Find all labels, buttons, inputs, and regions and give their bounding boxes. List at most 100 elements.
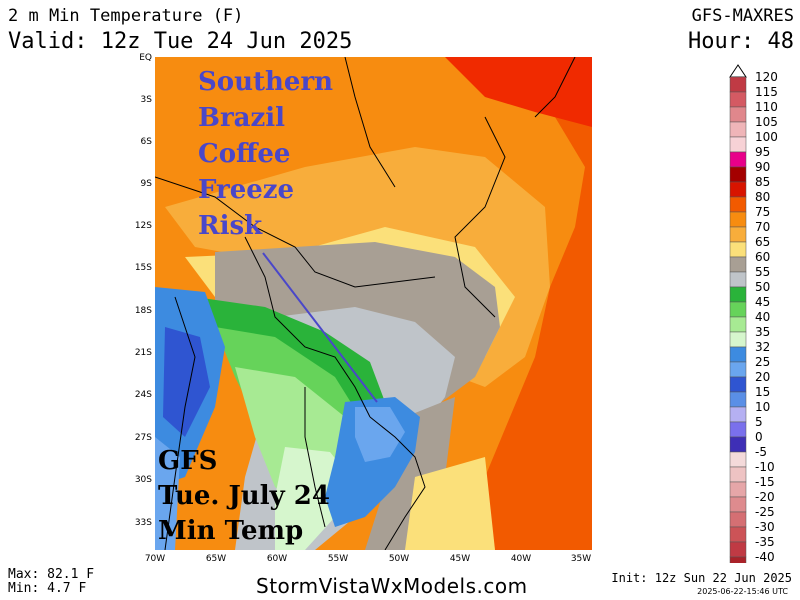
colorbar-swatch — [729, 391, 747, 408]
colorbar-tick-label: 90 — [755, 160, 771, 174]
annotation-line: Brazil — [198, 103, 286, 133]
country-borders — [155, 57, 576, 550]
colorbar-tick-label: -10 — [755, 460, 775, 474]
lon-label: 55W — [327, 554, 349, 564]
lon-label: 60W — [266, 554, 288, 564]
colorbar-tick-label: 50 — [755, 280, 771, 294]
colorbar-tick-label: 80 — [755, 190, 771, 204]
lon-label: 70W — [144, 554, 166, 564]
colorbar-tick-label: 85 — [755, 175, 771, 189]
colorbar-tick-label: 110 — [755, 100, 778, 114]
colorbar-tick-label: 115 — [755, 85, 778, 99]
init-time: Init: 12z Sun 22 Jun 2025 — [611, 571, 792, 585]
colorbar-swatch — [729, 241, 747, 258]
colorbar-tick-label: 15 — [755, 385, 771, 399]
colorbar-swatch — [729, 421, 747, 438]
valid-time-title: Valid: 12z Tue 24 Jun 2025 — [8, 29, 353, 54]
colorbar-tick-label: 32 — [755, 340, 771, 354]
lon-label: 65W — [205, 554, 227, 564]
colorbar-tick-label: -20 — [755, 490, 775, 504]
south-coast-field — [405, 457, 495, 550]
colorbar-swatch — [729, 121, 747, 138]
colorbar-swatch — [729, 196, 747, 213]
colorbar-swatch — [729, 211, 747, 228]
colorbar-swatch — [729, 361, 747, 378]
lon-label: 50W — [388, 554, 410, 564]
colorbar-tick-label: -15 — [755, 475, 775, 489]
annotation-arrow-line — [262, 252, 378, 403]
colorbar-tick-label: 40 — [755, 310, 771, 324]
colorbar-tick-label: 10 — [755, 400, 771, 414]
annotation-line: Coffee — [198, 139, 291, 169]
colorbar-swatch — [729, 436, 747, 453]
colorbar-swatch — [729, 286, 747, 303]
colorbar-swatch — [729, 481, 747, 498]
min-temp-readout: Min: 4.7 F — [8, 581, 87, 596]
colorbar-tick-label: 105 — [755, 115, 778, 129]
lon-label: 40W — [510, 554, 532, 564]
colorbar-swatch — [729, 466, 747, 483]
freeze-risk-annotation: Southern Brazil Coffee Freeze Risk — [198, 64, 333, 244]
colorbar-swatch — [729, 331, 747, 348]
colorbar-swatch — [729, 76, 747, 93]
colorbar-swatch — [729, 91, 747, 108]
lat-label: 3S — [140, 95, 152, 105]
colorbar-tick-label: 0 — [755, 430, 763, 444]
colorbar-swatch — [729, 451, 747, 468]
lat-label: 12S — [134, 221, 152, 231]
colorbar-legend — [729, 64, 747, 563]
colorbar-tick-label: 45 — [755, 295, 771, 309]
colorbar-swatch — [729, 541, 747, 558]
max-temp-readout: Max: 82.1 F — [8, 567, 95, 582]
colorbar-swatch — [729, 136, 747, 153]
colorbar-swatch — [729, 166, 747, 183]
lat-label: 21S — [134, 348, 152, 358]
temperature-map — [155, 57, 592, 550]
colorbar-tick-label: 55 — [755, 265, 771, 279]
colorbar-tick-label: 25 — [755, 355, 771, 369]
colorbar-tick-label: 120 — [755, 70, 778, 84]
colorbar-tick-label: 95 — [755, 145, 771, 159]
colorbar-top-arrow — [729, 64, 747, 78]
lon-label: 45W — [449, 554, 471, 564]
colorbar-tick-label: 100 — [755, 130, 778, 144]
annotation-line: Tue. July 24 — [158, 481, 330, 511]
colorbar-swatch — [729, 406, 747, 423]
colorbar-swatch — [729, 256, 747, 273]
generated-timestamp: 2025-06-22-15:46 UTC — [697, 587, 788, 596]
colorbar-swatch — [729, 181, 747, 198]
colorbar-tick-label: 5 — [755, 415, 763, 429]
colorbar-tick-label: -5 — [755, 445, 767, 459]
colorbar-tick-label: -35 — [755, 535, 775, 549]
colorbar-tick-label: -40 — [755, 550, 775, 564]
colorbar-swatch — [729, 226, 747, 243]
cold-field-25 — [355, 407, 405, 462]
model-name: GFS-MAXRES — [691, 6, 794, 26]
warm-field-85 — [445, 57, 592, 127]
colorbar-swatch — [729, 301, 747, 318]
lat-label: 18S — [134, 306, 152, 316]
colorbar-swatch — [729, 106, 747, 123]
colorbar-swatch — [729, 556, 747, 563]
colorbar-tick-label: 65 — [755, 235, 771, 249]
colorbar-swatch — [729, 316, 747, 333]
annotation-line: Risk — [198, 211, 263, 241]
lat-label: 27S — [134, 433, 152, 443]
colorbar-tick-label: -30 — [755, 520, 775, 534]
lat-label: 15S — [134, 263, 152, 273]
colorbar-swatch — [729, 151, 747, 168]
lat-label: 33S — [134, 518, 152, 528]
warm-field-80 — [485, 57, 592, 550]
lat-label: EQ — [139, 53, 152, 63]
colorbar-tick-label: 75 — [755, 205, 771, 219]
colorbar-tick-label: 35 — [755, 325, 771, 339]
map-variable-title: 2 m Min Temperature (F) — [8, 6, 244, 26]
annotation-line: Freeze — [198, 175, 295, 205]
colorbar-swatch — [729, 346, 747, 363]
andes-cold-field-20 — [163, 327, 210, 437]
colorbar-swatch — [729, 376, 747, 393]
annotation-line: GFS — [158, 446, 218, 476]
lat-label: 9S — [140, 179, 152, 189]
lon-label: 35W — [570, 554, 592, 564]
lat-label: 30S — [134, 475, 152, 485]
